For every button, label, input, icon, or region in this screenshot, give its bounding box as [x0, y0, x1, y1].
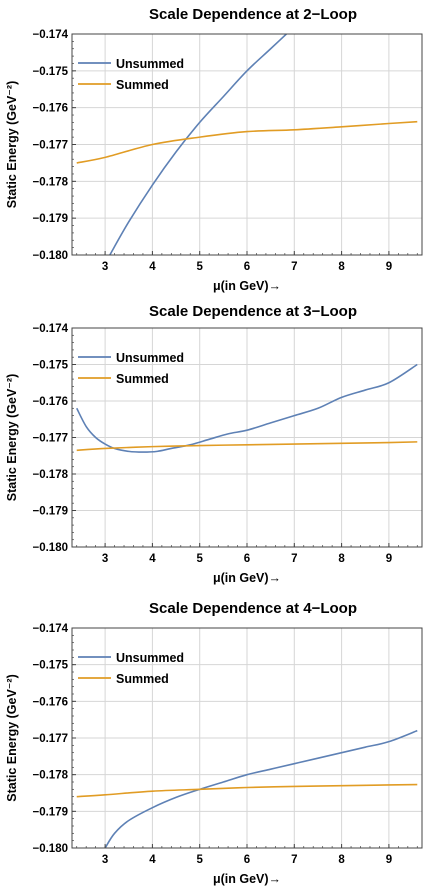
series-line-unsummed — [104, 729, 418, 848]
y-axis-label: Static Energy (GeV⁻²) — [5, 674, 19, 801]
x-tick-label: 3 — [102, 261, 108, 273]
y-tick-label: −0.174 — [33, 29, 69, 41]
x-tick-label: 8 — [338, 854, 345, 866]
y-tick-label: −0.177 — [33, 733, 69, 745]
y-tick-label: −0.179 — [33, 213, 69, 225]
legend-label: Summed — [116, 672, 169, 686]
x-tick-label: 7 — [291, 854, 297, 866]
y-tick-label: −0.177 — [33, 433, 69, 445]
legend-label: Summed — [116, 372, 169, 386]
series-line-summed — [76, 441, 418, 452]
y-tick-label: −0.177 — [33, 140, 69, 152]
y-tick-label: −0.175 — [33, 66, 69, 78]
x-tick-label: 6 — [244, 854, 250, 866]
y-tick-label: −0.176 — [33, 396, 69, 408]
x-tick-label: 4 — [149, 261, 156, 273]
legend-label: Unsummed — [116, 57, 184, 71]
y-tick-label: −0.178 — [33, 770, 69, 782]
x-tick-label: 9 — [386, 553, 392, 565]
legend-label: Summed — [116, 78, 169, 92]
series-line-summed — [76, 783, 418, 798]
series-line-unsummed — [109, 34, 288, 255]
y-tick-label: −0.180 — [33, 250, 69, 262]
y-tick-label: −0.175 — [33, 360, 69, 372]
x-tick-label: 5 — [196, 261, 203, 273]
chart-title: Scale Dependence at 3−Loop — [149, 303, 357, 320]
x-tick-label: 4 — [149, 553, 156, 565]
chart-panel-1: 3 4 5 6 7 8 9 −0.180 −0.179 −0.178 −0.177 −0.176 −0.… — [5, 6, 423, 293]
y-tick-label: −0.179 — [33, 806, 69, 818]
y-tick-label: −0.176 — [33, 103, 69, 115]
x-tick-label: 6 — [244, 261, 250, 273]
y-tick-label: −0.180 — [33, 843, 69, 855]
x-tick-label: 8 — [338, 553, 345, 565]
y-tick-label: −0.175 — [33, 660, 69, 672]
y-tick-label: −0.178 — [33, 176, 69, 188]
chart-title: Scale Dependence at 4−Loop — [149, 600, 357, 617]
legend-label: Unsummed — [116, 651, 184, 665]
x-axis-label: μ(in GeV)→ — [213, 571, 281, 585]
x-tick-label: 9 — [386, 854, 392, 866]
legend-label: Unsummed — [116, 351, 184, 365]
y-tick-label: −0.174 — [33, 323, 69, 335]
x-tick-label: 3 — [102, 553, 108, 565]
y-tick-label: −0.179 — [33, 506, 69, 518]
x-tick-label: 8 — [338, 261, 345, 273]
x-axis-label: μ(in GeV)→ — [213, 279, 281, 293]
y-tick-label: −0.180 — [33, 542, 69, 554]
series-line-unsummed — [76, 363, 418, 453]
chart-title: Scale Dependence at 2−Loop — [149, 6, 357, 23]
chart-panel-3: 3 4 5 6 7 8 9 −0.180 −0.179 −0.178 −0.177 −0.176 −0.… — [5, 600, 423, 886]
x-tick-label: 3 — [102, 854, 108, 866]
x-tick-label: 7 — [291, 261, 297, 273]
y-axis-label: Static Energy (GeV⁻²) — [5, 374, 19, 501]
series-line-summed — [76, 120, 418, 164]
x-tick-label: 9 — [386, 261, 392, 273]
x-tick-label: 6 — [244, 553, 250, 565]
chart-panel-2: 3 4 5 6 7 8 9 −0.180 −0.179 −0.178 −0.177 −0.176 −0.… — [5, 303, 423, 585]
x-tick-label: 4 — [149, 854, 156, 866]
x-tick-label: 5 — [196, 553, 203, 565]
x-axis-label: μ(in GeV)→ — [213, 872, 281, 886]
y-tick-label: −0.176 — [33, 696, 69, 708]
y-axis-label: Static Energy (GeV⁻²) — [5, 81, 19, 208]
x-tick-label: 5 — [196, 854, 203, 866]
x-tick-label: 7 — [291, 553, 297, 565]
y-tick-label: −0.174 — [33, 623, 69, 635]
y-tick-label: −0.178 — [33, 469, 69, 481]
